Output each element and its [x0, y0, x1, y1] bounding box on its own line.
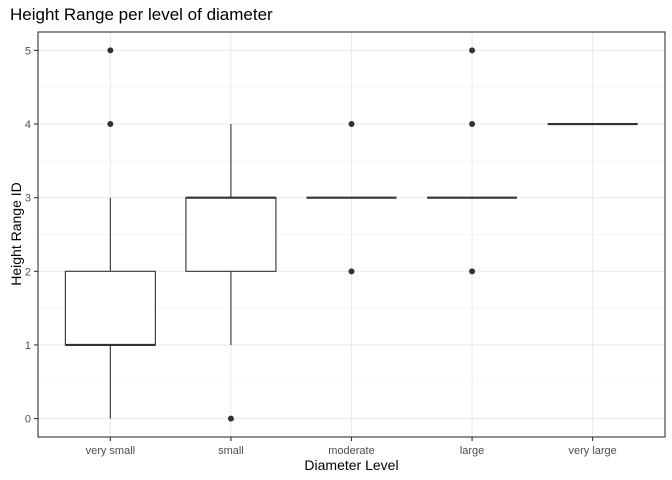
x-tick-label: large: [460, 445, 484, 457]
outlier-point: [469, 268, 476, 275]
outlier-point: [107, 121, 114, 128]
x-tick-label: moderate: [328, 445, 374, 457]
x-tick-label: small: [218, 445, 244, 457]
y-tick-label: 2: [25, 266, 31, 278]
y-tick-label: 5: [25, 45, 31, 57]
x-tick-label: very small: [86, 445, 136, 457]
y-axis-label: Height Range ID: [8, 182, 24, 286]
y-tick-label: 3: [25, 193, 31, 205]
box-very-small: [64, 270, 156, 346]
outlier-point: [227, 415, 234, 422]
y-tick-label: 4: [25, 119, 31, 131]
box-small: [185, 197, 277, 272]
y-tick-label: 0: [25, 414, 31, 426]
y-tick-label: 1: [25, 340, 31, 352]
outlier-point: [469, 121, 476, 128]
outlier-point: [469, 47, 476, 54]
x-tick-label: very large: [569, 445, 617, 457]
chart-title: Height Range per level of diameter: [10, 5, 273, 24]
x-axis-label: Diameter Level: [304, 457, 399, 473]
outlier-point: [348, 268, 355, 275]
outlier-point: [107, 47, 114, 54]
outlier-point: [348, 121, 355, 128]
